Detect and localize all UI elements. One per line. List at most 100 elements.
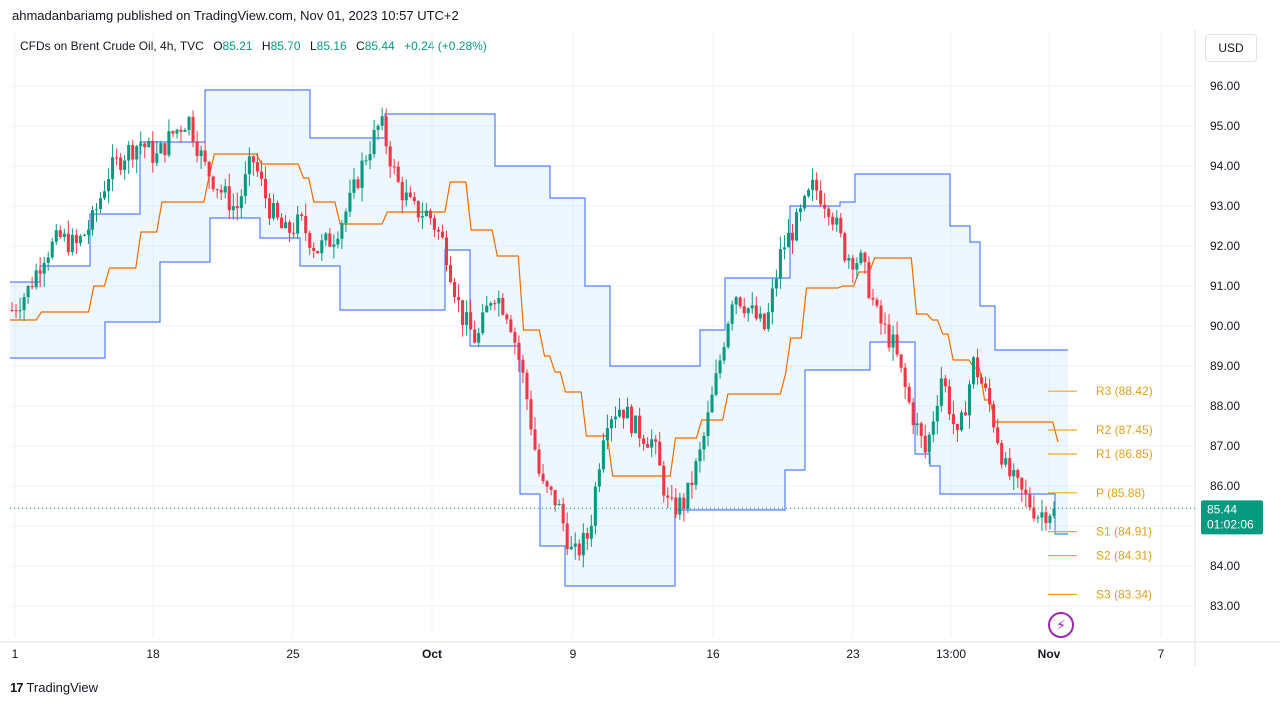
- candle-body: [493, 303, 497, 305]
- candle-body: [843, 233, 847, 261]
- candle-body: [722, 347, 726, 361]
- lightning-icon[interactable]: ⚡: [1048, 612, 1074, 638]
- candle-body: [82, 234, 86, 236]
- candle-body: [553, 489, 557, 506]
- x-tick-label: 23: [846, 647, 860, 661]
- candle-body: [678, 497, 682, 515]
- candle-body: [348, 192, 352, 212]
- candle-body: [694, 461, 698, 485]
- candle-body: [1020, 477, 1024, 490]
- candle-body: [613, 416, 618, 420]
- candle-body: [609, 419, 613, 429]
- candle-body: [34, 270, 38, 288]
- candle-body: [811, 179, 815, 190]
- candle-body: [328, 233, 332, 247]
- candle-body: [424, 210, 428, 217]
- candle-body: [191, 117, 195, 142]
- candle-body: [199, 150, 203, 156]
- candle-body: [453, 282, 457, 298]
- symbol-name[interactable]: CFDs on Brent Crude Oil, 4h, TVC: [20, 39, 204, 53]
- candle-body: [465, 312, 469, 326]
- candle-body: [227, 186, 231, 211]
- candle-body: [931, 421, 935, 435]
- candle-body: [593, 486, 597, 526]
- x-tick-label: 7: [1158, 647, 1165, 661]
- candle-body: [996, 427, 1000, 443]
- candle-body: [368, 154, 372, 161]
- candle-body: [312, 247, 316, 252]
- candle-body: [461, 300, 465, 326]
- candle-body: [766, 312, 770, 330]
- candle-body: [22, 297, 26, 311]
- low-value: 85.16: [316, 39, 347, 53]
- currency-button[interactable]: USD: [1205, 34, 1257, 62]
- candle-body: [706, 412, 710, 436]
- candle-body: [448, 265, 453, 283]
- candle-body: [304, 216, 308, 233]
- candle-body: [955, 424, 959, 431]
- candle-body: [750, 305, 754, 309]
- candle-body: [959, 412, 963, 431]
- candle-body: [895, 334, 899, 355]
- candle-body: [630, 406, 634, 434]
- candle-body: [175, 129, 179, 134]
- candle-body: [171, 131, 175, 134]
- candle-body: [324, 233, 328, 241]
- candle-body: [70, 234, 74, 253]
- candle-body: [392, 166, 396, 168]
- candle-body: [919, 423, 923, 436]
- candle-body: [115, 157, 119, 159]
- candle-body: [360, 160, 364, 188]
- candle-body: [851, 258, 855, 270]
- candle-body: [376, 125, 380, 130]
- candle-body: [364, 160, 368, 162]
- pivot-label: R3 (88.42): [1096, 384, 1153, 398]
- candle-body: [400, 181, 404, 201]
- candle-body: [1004, 458, 1008, 465]
- candle-body: [634, 415, 638, 434]
- x-tick-label: 18: [146, 647, 160, 661]
- candle-body: [219, 189, 223, 193]
- candle-body: [38, 270, 42, 274]
- candle-body: [923, 435, 927, 453]
- candle-body: [738, 297, 742, 307]
- candle-body: [384, 116, 388, 147]
- candle-body: [666, 495, 670, 498]
- candle-body: [963, 412, 968, 416]
- candle-body: [62, 233, 66, 237]
- y-tick-label: 87.00: [1210, 439, 1240, 453]
- candle-body: [267, 198, 272, 219]
- candle-body: [879, 305, 883, 324]
- candle-body: [340, 223, 344, 239]
- pivot-label: P (85.88): [1096, 486, 1145, 500]
- y-tick-label: 91.00: [1210, 279, 1240, 293]
- candle-body: [167, 131, 171, 156]
- candle-body: [444, 237, 449, 266]
- candle-body: [296, 214, 300, 234]
- candle-body: [626, 406, 630, 419]
- candle-body: [786, 232, 790, 248]
- candle-body: [187, 117, 191, 131]
- pivot-label: R1 (86.85): [1096, 447, 1153, 461]
- candle-body: [819, 190, 823, 205]
- candle-body: [457, 297, 461, 301]
- candle-body: [690, 482, 694, 485]
- candle-body: [831, 216, 835, 225]
- footer-brand: 17 TradingView: [10, 680, 98, 695]
- candle-body: [489, 303, 493, 306]
- candle-body: [762, 313, 766, 330]
- candle-body: [799, 208, 803, 213]
- current-price-tag[interactable]: [1201, 500, 1263, 535]
- candle-body: [271, 202, 276, 219]
- change-value: +0.24 (+0.28%): [404, 39, 487, 53]
- candle-body: [247, 156, 251, 175]
- candle-body: [251, 156, 255, 163]
- candle-body: [883, 323, 887, 325]
- pivot-label: S3 (83.34): [1096, 587, 1152, 601]
- candle-body: [710, 394, 714, 413]
- y-tick-label: 89.00: [1210, 359, 1240, 373]
- candle-body: [408, 192, 412, 197]
- candle-body: [1040, 512, 1044, 518]
- candle-body: [98, 198, 103, 210]
